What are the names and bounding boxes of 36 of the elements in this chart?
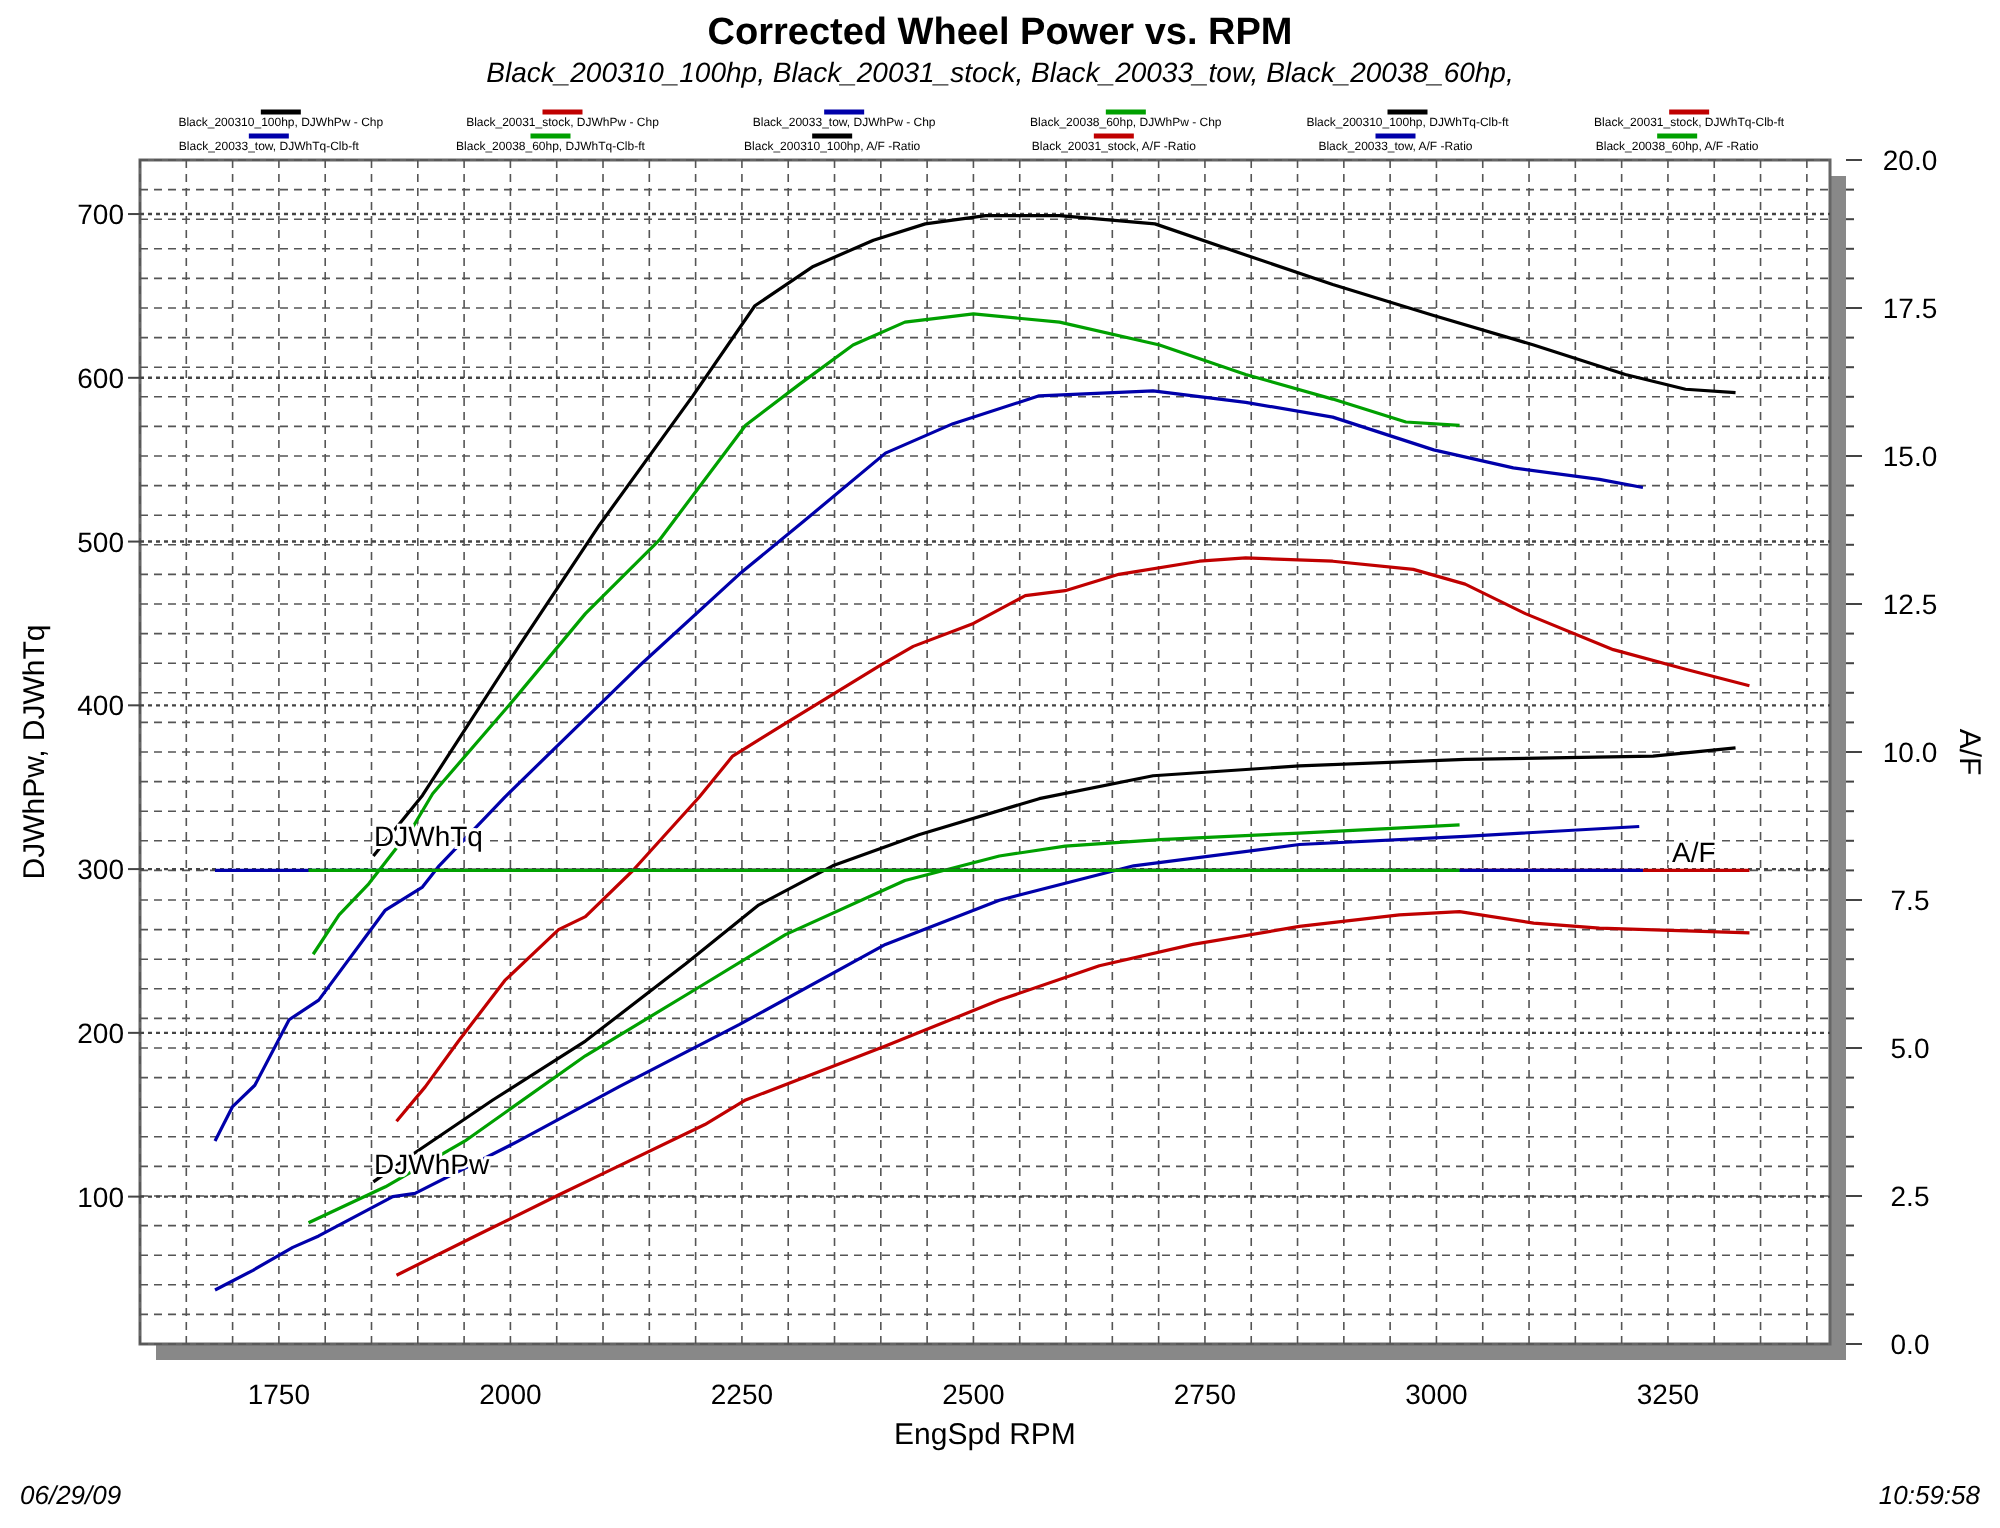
x-tick-label: 2750 [1173,1378,1237,1410]
chart-subtitle: Black_200310_100hp, Black_20031_stock, Black_20033_tow, Black_20038_60hp, [486,56,1514,88]
y-tick-label: 700 [77,198,125,231]
y2-axis-title: A/F [1952,728,1986,776]
line-series [213,389,1645,1143]
line-series [371,746,1738,1184]
y-tick-label: 400 [77,689,125,722]
x-tick-label: 2000 [479,1378,542,1410]
y-tick-label: 200 [77,1016,125,1049]
x-tick-label: 3250 [1636,1378,1700,1410]
y-tick-label: 100 [77,1180,125,1213]
y-tick-label: 600 [77,361,125,394]
x-tick-label: 2500 [942,1378,1005,1410]
line-series [213,824,1641,1292]
line-series [306,823,1462,1225]
annotation: A/F [1672,836,1716,868]
x-tick-label: 2250 [710,1378,774,1410]
y2-tick-label: 5.0 [1890,1032,1930,1064]
line-series [311,312,1462,956]
y2-tick-label: 20.0 [1882,144,1938,176]
x-tick-label: 3000 [1405,1378,1468,1410]
y2-tick-label: 0.0 [1890,1328,1930,1360]
y2-tick-label: 17.5 [1882,292,1938,324]
y2-tick-label: 2.5 [1890,1180,1930,1212]
y2-tick-label: 15.0 [1882,440,1938,472]
y2-tick-label: 10.0 [1882,736,1938,768]
text: 10:59:58 [1878,1480,1982,1510]
x-axis-title: EngSpd RPM [894,1418,1076,1452]
x-tick-label: 1750 [247,1378,311,1410]
y2-tick-label: 7.5 [1890,884,1930,916]
y2-tick-label: 12.5 [1882,588,1938,620]
y-tick-label: 500 [77,525,125,558]
chart-title: Corrected Wheel Power vs. RPM [707,12,1293,54]
y-tick-label: 300 [77,853,125,886]
text: 06/29/09 [20,1480,122,1510]
y-axis-title: DJWhPw, DJWhTq [18,624,52,880]
